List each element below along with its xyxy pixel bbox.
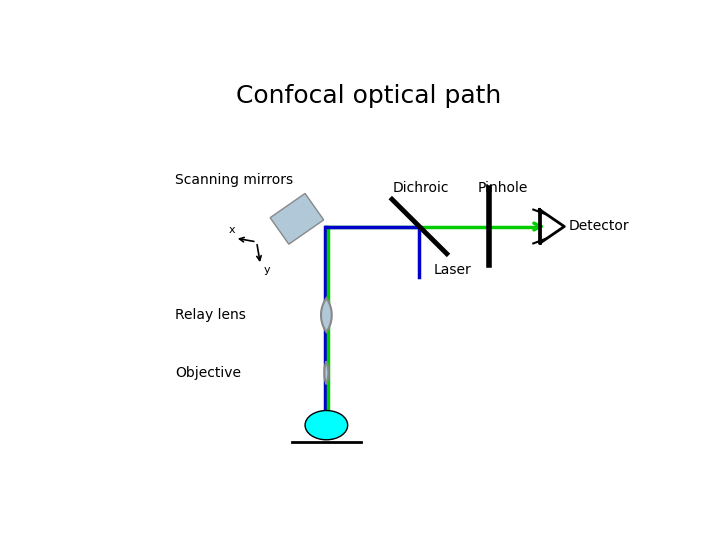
Ellipse shape <box>305 410 348 440</box>
Polygon shape <box>270 193 324 244</box>
Polygon shape <box>324 361 328 384</box>
Text: Confocal optical path: Confocal optical path <box>236 84 502 108</box>
Text: Laser: Laser <box>433 262 471 276</box>
Text: Objective: Objective <box>175 366 241 380</box>
Text: Detector: Detector <box>569 219 629 233</box>
Text: x: x <box>228 225 235 234</box>
Text: y: y <box>264 265 271 275</box>
Text: Dichroic: Dichroic <box>392 181 449 195</box>
Polygon shape <box>321 298 332 332</box>
Text: Relay lens: Relay lens <box>175 308 246 322</box>
Text: Pinhole: Pinhole <box>477 181 528 195</box>
Text: Scanning mirrors: Scanning mirrors <box>175 173 293 187</box>
